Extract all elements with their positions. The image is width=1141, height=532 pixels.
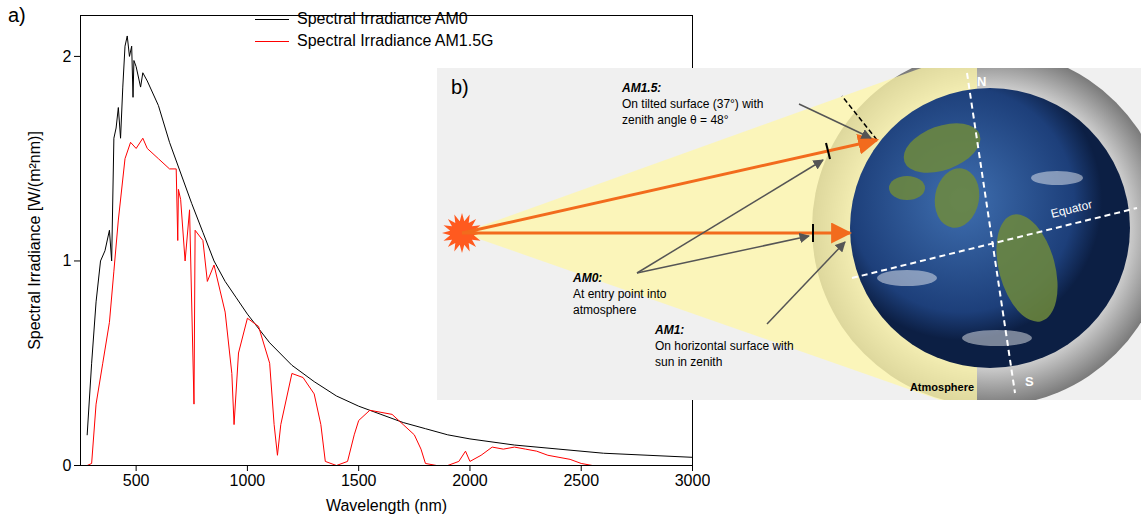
svg-text:Equator: Equator: [1049, 197, 1093, 221]
svg-text:AM0:: AM0:: [572, 271, 602, 285]
svg-text:500: 500: [123, 472, 150, 489]
svg-text:On horizontal surface with: On horizontal surface with: [655, 339, 794, 353]
svg-text:On tilted surface (37°) with: On tilted surface (37°) with: [622, 97, 764, 111]
svg-text:2500: 2500: [563, 472, 599, 489]
svg-text:S: S: [1025, 374, 1034, 389]
svg-text:At entry point into: At entry point into: [573, 287, 667, 301]
svg-text:3000: 3000: [675, 472, 710, 489]
svg-text:1500: 1500: [341, 472, 377, 489]
svg-text:atmosphere: atmosphere: [573, 303, 637, 317]
svg-text:b): b): [451, 76, 469, 98]
html-text:Spectral Irradiance AM1.5G: Spectral Irradiance AM1.5G: [297, 32, 494, 49]
html-text:a): a): [8, 4, 26, 26]
svg-text:2: 2: [63, 48, 72, 65]
svg-text:AM1.5:: AM1.5:: [621, 81, 661, 95]
svg-text:AM1:: AM1:: [654, 323, 684, 337]
svg-text:1: 1: [63, 252, 72, 269]
svg-text:zenith angle θ = 48°: zenith angle θ = 48°: [622, 113, 729, 127]
svg-text:Atmosphere: Atmosphere: [910, 381, 974, 393]
svg-text:Spectral Irradiance [W/(m²nm)]: Spectral Irradiance [W/(m²nm)]: [26, 131, 43, 350]
svg-text:N: N: [977, 74, 986, 89]
html-text:Spectral Irradiance AM0: Spectral Irradiance AM0: [297, 10, 468, 27]
svg-text:2000: 2000: [452, 472, 488, 489]
svg-text:Wavelength (nm): Wavelength (nm): [326, 497, 447, 514]
svg-text:1000: 1000: [230, 472, 266, 489]
svg-text:sun in zenith: sun in zenith: [655, 355, 722, 369]
svg-text:0: 0: [63, 457, 72, 474]
